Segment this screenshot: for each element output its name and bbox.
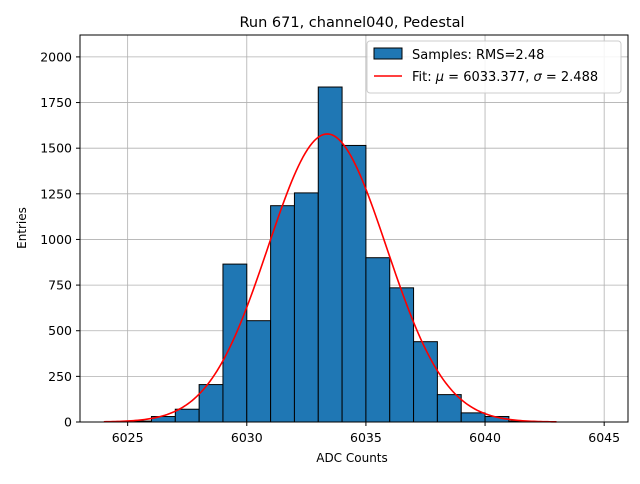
x-tick-label-2: 6035 <box>350 430 382 445</box>
y-tick-label-1: 250 <box>48 369 72 384</box>
x-axis-label: ADC Counts <box>316 451 388 465</box>
histogram-bar-13 <box>413 341 438 423</box>
histogram-bar-10 <box>341 144 367 423</box>
y-tick-label-8: 2000 <box>40 49 72 64</box>
y-tick-label-4: 1000 <box>40 232 72 247</box>
legend-box <box>366 40 622 94</box>
legend-samples-label: Samples: RMS=2.48 <box>412 48 544 63</box>
x-tick-label-3: 6040 <box>469 430 501 445</box>
y-tick-label-0: 0 <box>64 415 72 430</box>
y-tick-label-7: 1750 <box>40 95 72 110</box>
histogram-bar-14 <box>436 394 462 423</box>
legend: Samples: RMS=2.48 Fit: μ = 6033.377, σ =… <box>366 40 622 94</box>
x-tick-label-1: 6030 <box>231 430 263 445</box>
x-tick-label-0: 6025 <box>112 430 144 445</box>
legend-sigma-value: = 2.488 <box>542 70 598 85</box>
y-tick-label-2: 500 <box>48 323 72 338</box>
histogram-bar-15 <box>460 412 486 423</box>
histogram-bar-9 <box>317 86 343 423</box>
histogram-bar-8 <box>293 192 319 423</box>
x-tick-label-4: 6045 <box>588 430 620 445</box>
plot-frame <box>79 34 629 423</box>
y-tick-label-3: 750 <box>48 278 72 293</box>
fit-curve <box>103 133 557 423</box>
legend-sigma-symbol: σ <box>534 70 543 85</box>
legend-fit-prefix: Fit: <box>412 70 436 85</box>
legend-fit-label: Fit: μ = 6033.377, σ = 2.488 <box>412 70 598 85</box>
x-axis-ticks: 6025 6030 6035 6040 6045 <box>112 422 620 445</box>
histogram-bar-5 <box>222 263 248 423</box>
histogram-bar-6 <box>246 320 272 423</box>
histogram-bar-11 <box>365 257 391 423</box>
chart-title: Run 671, channel040, Pedestal <box>239 15 464 31</box>
legend-mu-value: = 6033.377, <box>444 70 533 85</box>
histogram-bar-12 <box>389 287 415 423</box>
y-axis-ticks: 0 250 500 750 1000 1250 1500 1750 2000 <box>40 49 80 430</box>
histogram-bar-3 <box>174 408 200 423</box>
y-axis-label: Entries <box>15 207 29 249</box>
y-tick-label-6: 1500 <box>40 141 72 156</box>
legend-mu-symbol: μ <box>435 70 444 85</box>
legend-samples-swatch <box>373 47 403 60</box>
y-tick-label-5: 1250 <box>40 186 72 201</box>
histogram-bar-7 <box>270 205 295 423</box>
